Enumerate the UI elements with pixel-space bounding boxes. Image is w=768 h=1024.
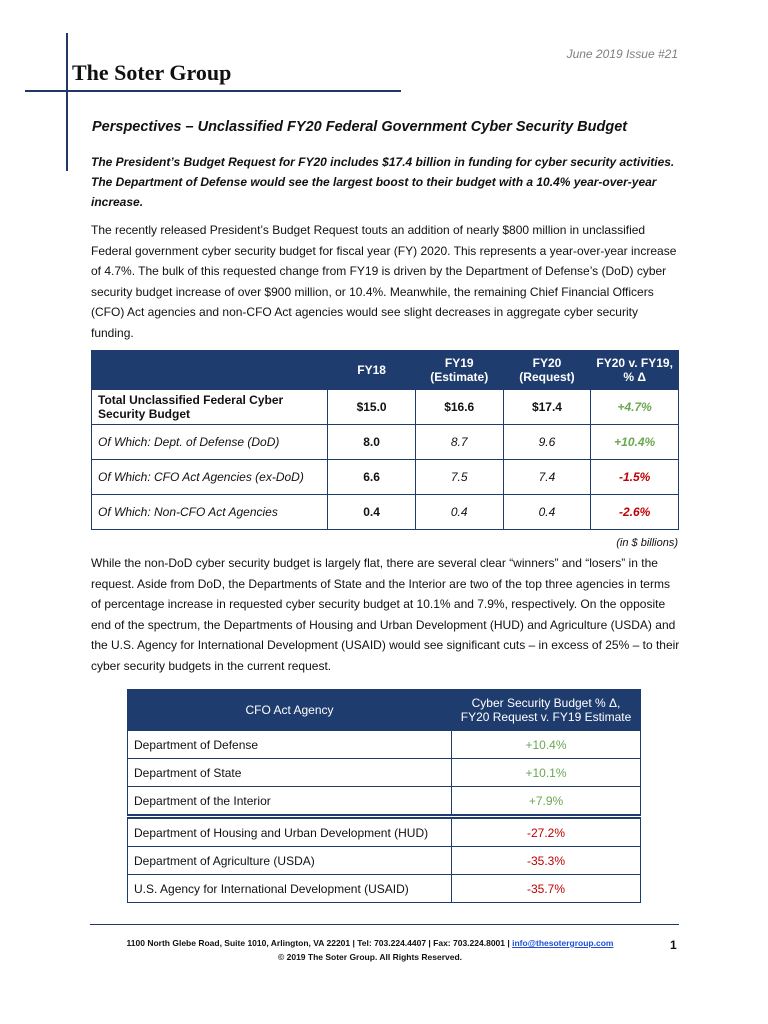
row-label: Of Which: Dept. of Defense (DoD): [90, 424, 329, 460]
table-row: Department of Defense +10.4%: [127, 730, 641, 759]
value-cell: 7.5: [414, 459, 504, 495]
summary: The President’s Budget Request for FY20 …: [91, 155, 675, 209]
value-cell: -35.7%: [451, 874, 641, 903]
footer-rule: [90, 924, 679, 925]
value-cell: 9.6: [502, 424, 592, 460]
row-label: Total Unclassified Federal Cyber Securit…: [90, 389, 329, 425]
value-cell: -35.3%: [451, 846, 641, 875]
copyright: © 2019 The Soter Group. All Rights Reser…: [277, 952, 463, 962]
row-label: Department of Housing and Urban Developm…: [127, 814, 452, 847]
column-header: CFO Act Agency: [127, 689, 452, 731]
issue: June 2019 Issue #21: [566, 47, 678, 61]
table-note: (in $ billions): [616, 537, 678, 549]
value-cell: 0.4: [327, 494, 416, 530]
agency-table: CFO Act Agency Cyber Security Budget % Δ,…: [127, 689, 641, 903]
value-cell: -2.6%: [590, 494, 679, 530]
column-header: FY20 (Request): [502, 350, 592, 390]
value-cell: +10.4%: [451, 730, 641, 759]
table-row: Department of Housing and Urban Developm…: [127, 814, 641, 847]
footer: 1100 North Glebe Road, Suite 1010, Arlin…: [90, 936, 650, 964]
paragraph: While the non-DoD cyber security budget …: [91, 556, 680, 673]
row-label: Department of Defense: [127, 730, 452, 759]
value-cell: $17.4: [502, 389, 592, 425]
table-row: Department of the Interior +7.9%: [127, 786, 641, 817]
value-cell: 8.0: [327, 424, 416, 460]
header-rule-vertical: [66, 33, 68, 171]
value-cell: +4.7%: [590, 389, 679, 425]
row-label: Department of Agriculture (USDA): [127, 846, 452, 875]
row-label: Department of State: [127, 758, 452, 787]
value-cell: +10.4%: [590, 424, 679, 460]
column-header: Cyber Security Budget % Δ, FY20 Request …: [451, 689, 641, 731]
column-header: FY18: [327, 350, 416, 390]
table-row: Of Which: Non-CFO Act Agencies 0.4 0.4 0.4-…: [90, 494, 679, 530]
address: 1100 North Glebe Road, Suite 1010, Arlin…: [126, 938, 510, 948]
table-row: Of Which: Dept. of Defense (DoD) 8.0 8.7 9.…: [90, 424, 679, 460]
value-cell: 6.6: [327, 459, 416, 495]
value-cell: 7.4: [502, 459, 592, 495]
row-label: Of Which: Non-CFO Act Agencies: [90, 494, 329, 530]
value-cell: 8.7: [414, 424, 504, 460]
row-label: U.S. Agency for International Developmen…: [127, 874, 452, 903]
value-cell: -27.2%: [451, 814, 641, 847]
email-link[interactable]: info@thesotergroup.com: [512, 938, 614, 948]
value-cell: $15.0: [327, 389, 416, 425]
header-rule: [25, 90, 401, 92]
table-row: Of Which: CFO Act Agencies (ex-DoD) 6.6 7.…: [90, 459, 679, 495]
article-title: Perspectives – Unclassified FY20 Federal…: [92, 119, 628, 135]
page-number: 1: [670, 938, 677, 952]
paragraph: The recently released President’s Budget…: [91, 223, 677, 340]
value-cell: $16.6: [414, 389, 504, 425]
company-name: The Soter Group: [72, 60, 232, 85]
value-cell: +10.1%: [451, 758, 641, 787]
table-row: Department of Agriculture (USDA) -35.3%: [127, 846, 641, 875]
value-cell: 0.4: [414, 494, 504, 530]
table-row: Total Unclassified Federal Cyber Securit…: [90, 389, 679, 425]
column-header: FY20 v. FY19, % Δ: [590, 350, 679, 390]
table-row: U.S. Agency for International Developmen…: [127, 874, 641, 903]
table-row: Department of State +10.1%: [127, 758, 641, 787]
budget-table: FY18 FY19 (Estimate) FY20 (Request) FY20 v.…: [90, 350, 679, 530]
row-label: Of Which: CFO Act Agencies (ex-DoD): [90, 459, 329, 495]
value-cell: 0.4: [502, 494, 592, 530]
column-header: FY19 (Estimate): [414, 350, 504, 390]
value-cell: +7.9%: [451, 786, 641, 817]
row-label: Department of the Interior: [127, 786, 452, 817]
corner-cell: [90, 350, 329, 390]
value-cell: -1.5%: [590, 459, 679, 495]
